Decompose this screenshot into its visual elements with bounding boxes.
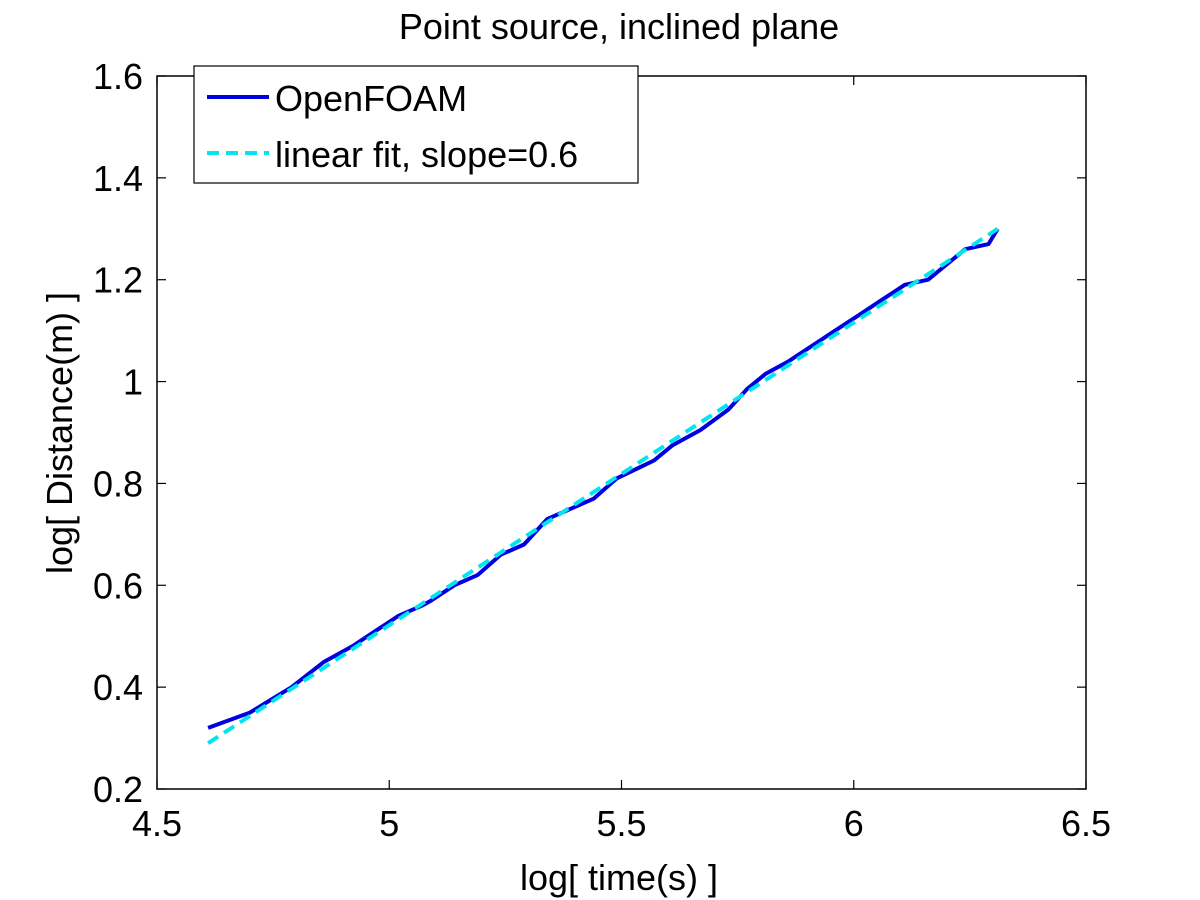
y-tick-label: 0.2 bbox=[93, 769, 143, 810]
y-tick-label: 1.2 bbox=[93, 260, 143, 301]
x-tick-label: 5.5 bbox=[596, 803, 646, 844]
y-axis-label: log[ Distance(m) ] bbox=[39, 292, 80, 574]
series-line-linear-fit bbox=[207, 227, 999, 745]
chart-title: Point source, inclined plane bbox=[399, 6, 839, 47]
y-tick-label: 1.4 bbox=[93, 158, 143, 199]
y-tick-label: 0.4 bbox=[93, 667, 143, 708]
y-tick-label: 0.6 bbox=[93, 565, 143, 606]
x-tick-label: 4.5 bbox=[132, 803, 182, 844]
x-axis-label: log[ time(s) ] bbox=[520, 857, 718, 898]
axis-ticks: 4.5 5 5.5 6 6.5 0.2 0.4 0.6 0.8 1 1.2 1.4 1.6 bbox=[93, 56, 1111, 844]
y-tick-label: 1 bbox=[123, 362, 143, 403]
x-tick-label: 5 bbox=[379, 803, 399, 844]
legend-label-linear-fit: linear fit, slope=0.6 bbox=[275, 134, 578, 175]
legend: OpenFOAM linear fit, slope=0.6 bbox=[193, 65, 639, 184]
legend-label-openfoam: OpenFOAM bbox=[275, 78, 467, 119]
series-layer bbox=[207, 227, 1000, 745]
y-tick-label: 1.6 bbox=[93, 56, 143, 97]
x-tick-label: 6.5 bbox=[1061, 803, 1111, 844]
y-tick-label: 0.8 bbox=[93, 463, 143, 504]
x-tick-label: 6 bbox=[844, 803, 864, 844]
legend-box bbox=[193, 65, 639, 184]
series-line-openfoam bbox=[207, 227, 1000, 730]
